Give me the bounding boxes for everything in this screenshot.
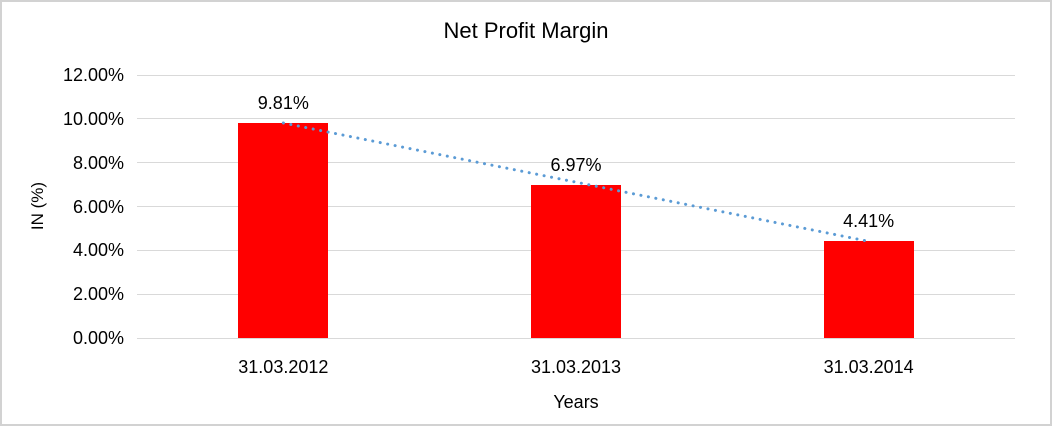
- x-axis-title: Years: [553, 392, 599, 412]
- data-label: 4.41%: [843, 211, 895, 232]
- data-label: 6.97%: [550, 155, 602, 176]
- bar: [823, 241, 914, 338]
- y-axis-tick-label: 2.00%: [72, 284, 124, 305]
- data-label: 9.81%: [257, 92, 309, 113]
- y-axis-tick-label: 8.00%: [72, 152, 124, 173]
- gridline: [137, 337, 1015, 339]
- x-axis-tick-label: 31.03.2014: [823, 357, 914, 377]
- gridline: [137, 74, 1015, 76]
- x-axis-tick-label: 31.03.2013: [530, 357, 622, 377]
- bar: [531, 185, 621, 338]
- y-axis-tick-label: 4.00%: [72, 240, 124, 261]
- y-axis-tick-label: 0.00%: [72, 328, 124, 348]
- gridline: [137, 118, 1015, 120]
- plot-area: [137, 74, 1015, 339]
- y-axis-tick-label: 10.00%: [62, 108, 124, 129]
- y-axis-tick-label: 6.00%: [72, 196, 124, 217]
- gridline: [137, 162, 1015, 164]
- trendline: [281, 121, 871, 243]
- bar: [238, 122, 329, 338]
- y-axis-tick-label: 12.00%: [62, 65, 124, 85]
- chart-title: Net Profit Margin: [443, 18, 609, 43]
- x-axis-tick-label: 31.03.2012: [238, 357, 329, 377]
